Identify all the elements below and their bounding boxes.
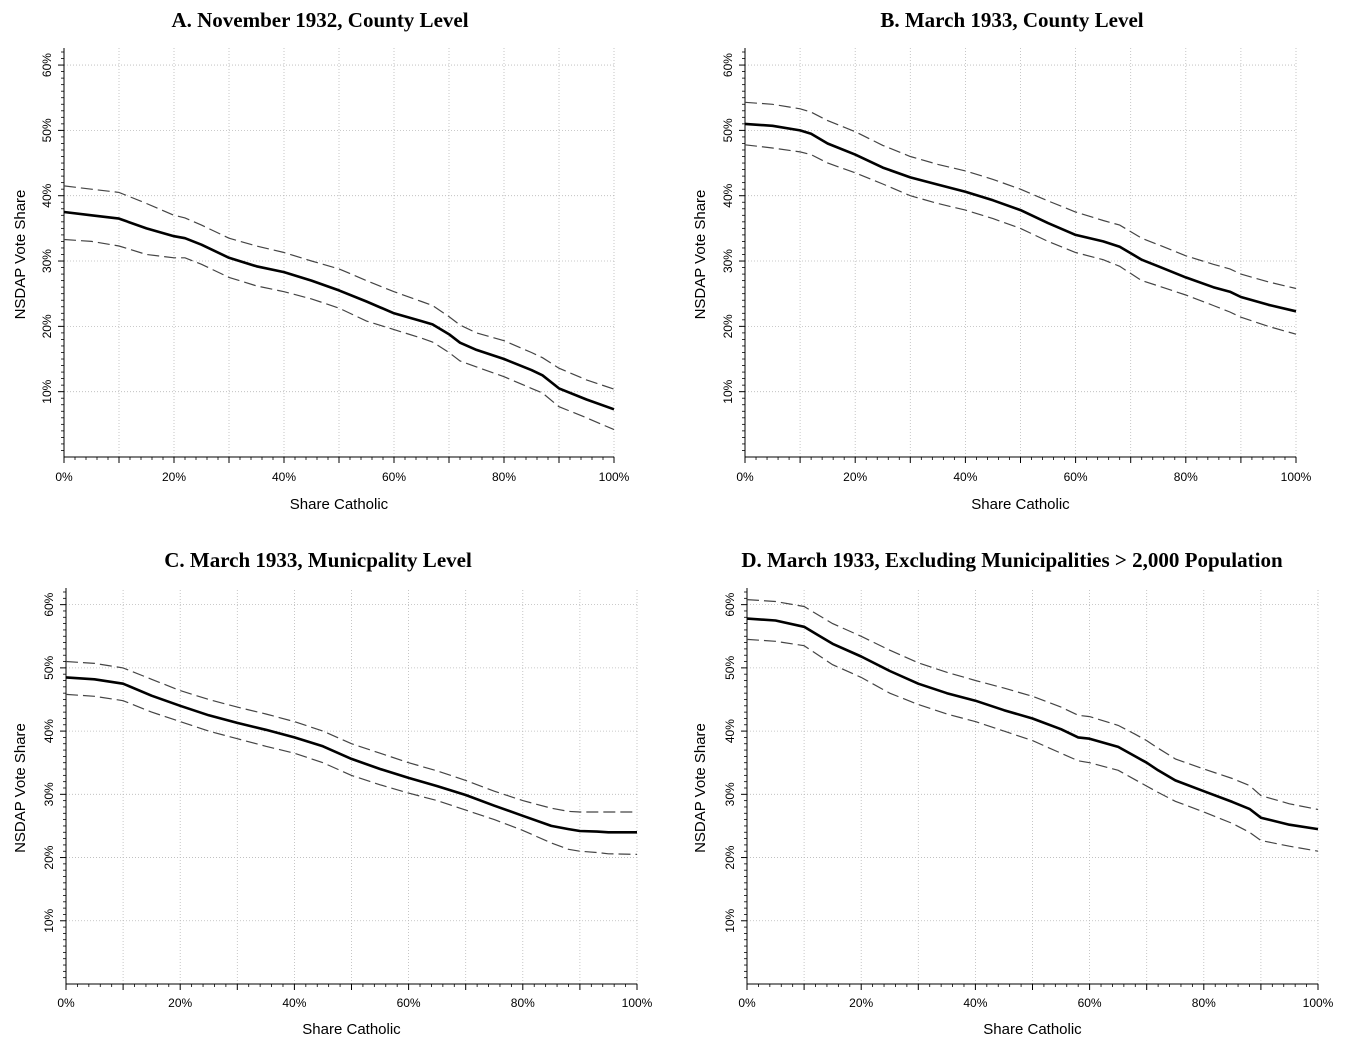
estimate-line [65, 676, 637, 834]
y-tick-label: 40% [721, 183, 735, 207]
gridlines [747, 588, 1319, 984]
x-tick-label: 0% [57, 996, 75, 1010]
x-tick-label: 40% [953, 470, 977, 484]
ci-lower-line [746, 638, 1319, 852]
y-axis-title: NSDAP Vote Share [12, 723, 29, 853]
x-tick-label: 20% [162, 470, 186, 484]
x-tick-label: 100% [1303, 996, 1334, 1010]
x-tick-label: 60% [1064, 470, 1088, 484]
x-tick-label: 0% [55, 470, 73, 484]
x-tick-label: 80% [1192, 996, 1216, 1010]
x-tick-label: 100% [599, 470, 630, 484]
ci-upper-line [746, 599, 1319, 811]
y-tick-label: 50% [42, 656, 56, 680]
x-tick-label: 40% [282, 996, 306, 1010]
y-tick-label: 10% [42, 908, 56, 932]
y-tick-label: 20% [721, 314, 735, 338]
y-tick-label: 30% [42, 782, 56, 806]
y-tick-label: 50% [40, 118, 54, 142]
x-tick-label: 40% [963, 996, 987, 1010]
y-tick-label: 10% [40, 379, 54, 403]
x-tick-label: 20% [843, 470, 867, 484]
ci-lower-line [65, 693, 638, 855]
panel-title: A. November 1932, County Level [171, 8, 468, 32]
panel-a: A. November 1932, County Level 0% 20% 40% 60… [12, 8, 630, 513]
y-tick-label: 60% [40, 53, 54, 77]
estimate-line [744, 122, 1297, 313]
y-tick-label: 10% [721, 379, 735, 403]
panel-c: C. March 1933, Municpality Level 0% 20% 40%… [12, 548, 653, 1038]
x-tick-label: 100% [1281, 470, 1312, 484]
ci-upper-line [63, 185, 615, 390]
gridlines [66, 588, 638, 984]
estimate-line [63, 210, 615, 411]
y-tick-label: 40% [723, 719, 737, 743]
y-tick-label: 20% [40, 314, 54, 338]
x-tick-label: 60% [397, 996, 421, 1010]
y-tick-label: 60% [723, 592, 737, 616]
panel-d: D. March 1933, Excluding Municipalities … [692, 548, 1334, 1038]
ci-lower-line [63, 238, 615, 431]
x-axis-title: Share Catholic [302, 1021, 401, 1038]
x-tick-label: 40% [272, 470, 296, 484]
panel-title: B. March 1933, County Level [880, 8, 1143, 32]
gridlines [64, 48, 615, 457]
x-tick-label: 0% [736, 470, 754, 484]
y-tick-label: 50% [721, 118, 735, 142]
x-tick-label: 80% [492, 470, 516, 484]
y-tick-label: 50% [723, 656, 737, 680]
y-tick-label: 40% [40, 183, 54, 207]
x-tick-label: 60% [382, 470, 406, 484]
x-tick-label: 0% [738, 996, 756, 1010]
x-tick-label: 80% [511, 996, 535, 1010]
x-tick-label: 60% [1078, 996, 1102, 1010]
x-axis-title: Share Catholic [971, 496, 1070, 513]
x-tick-label: 100% [622, 996, 653, 1010]
y-tick-label: 20% [42, 845, 56, 869]
y-tick-label: 60% [721, 53, 735, 77]
panel-b: B. March 1933, County Level 0% 20% 40% 60% 80… [692, 8, 1312, 513]
ci-lower-line [744, 144, 1297, 335]
y-tick-label: 30% [721, 249, 735, 273]
y-tick-label: 30% [40, 249, 54, 273]
y-tick-label: 10% [723, 908, 737, 932]
x-tick-label: 80% [1174, 470, 1198, 484]
x-axis-title: Share Catholic [290, 496, 389, 513]
x-tick-label: 20% [168, 996, 192, 1010]
estimate-line [746, 617, 1319, 831]
y-tick-label: 60% [42, 592, 56, 616]
y-axis-title: NSDAP Vote Share [12, 190, 29, 320]
ci-upper-line [65, 660, 637, 813]
x-axis-title: Share Catholic [983, 1021, 1082, 1038]
y-tick-label: 40% [42, 719, 56, 743]
y-tick-label: 30% [723, 782, 737, 806]
ci-upper-line [744, 101, 1297, 290]
panel-title: C. March 1933, Municpality Level [164, 548, 472, 572]
panel-title: D. March 1933, Excluding Municipalities … [741, 548, 1283, 572]
y-axis-title: NSDAP Vote Share [692, 723, 709, 853]
y-tick-label: 20% [723, 845, 737, 869]
y-axis-title: NSDAP Vote Share [692, 190, 709, 320]
x-tick-label: 20% [849, 996, 873, 1010]
gridlines [745, 48, 1297, 457]
